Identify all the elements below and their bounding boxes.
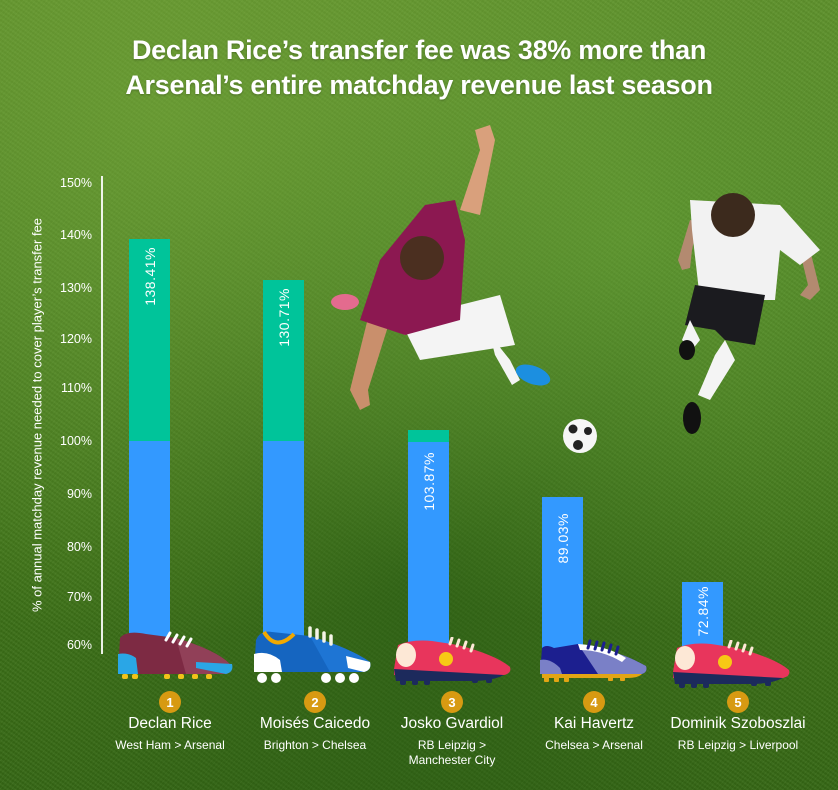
player-transfer: RB Leipzig > Manchester City	[377, 738, 527, 768]
player-transfer: Brighton > Chelsea	[263, 738, 367, 752]
player-transfer: RB Leipzig > Liverpool	[677, 738, 799, 752]
bar-segment-under-100	[129, 441, 170, 659]
boot-icon-red	[394, 637, 511, 685]
bar-kai-havertz: 89.03%	[542, 497, 583, 659]
bar-moises-caicedo: 130.71%	[263, 280, 304, 659]
player-transfer-line-1: RB Leipzig >	[417, 738, 487, 752]
title-line-1: Declan Rice’s transfer fee was 38% more …	[131, 35, 707, 65]
player-transfer: Chelsea > Arsenal	[545, 738, 643, 752]
y-tick: 110%	[60, 381, 92, 395]
boot-icon-blue	[254, 626, 371, 683]
bar-value-label: 103.87%	[420, 452, 437, 511]
rank-badge: 1	[159, 691, 181, 713]
rank-badge: 5	[727, 691, 749, 713]
bar-josko-gvardiol: 103.87%	[408, 430, 449, 659]
player-photo-white-icon	[678, 193, 820, 434]
boot-icon-navy	[540, 639, 647, 682]
bar-segment-under-100	[408, 442, 449, 659]
boot-icon-maroon	[118, 631, 233, 679]
player-transfer: West Ham > Arsenal	[115, 738, 225, 752]
rank-badge: 3	[441, 691, 463, 713]
y-tick: 60%	[66, 638, 92, 652]
bar-value-label: 89.03%	[554, 513, 571, 564]
bar-value-label: 130.71%	[275, 288, 292, 347]
y-axis-line	[101, 176, 103, 654]
player-transfer-line-2: Manchester City	[408, 753, 496, 767]
y-tick: 90%	[66, 487, 92, 501]
y-tick: 80%	[66, 540, 92, 554]
soccer-ball-icon	[563, 419, 597, 453]
y-axis-label: % of annual matchday revenue needed to c…	[29, 217, 45, 613]
player-name: Moisés Caicedo	[259, 715, 371, 732]
bar-segment-under-100	[542, 497, 583, 659]
bar-declan-rice: 138.41%	[129, 239, 170, 659]
chart-title: Declan Rice’s transfer fee was 38% more …	[0, 33, 838, 103]
y-tick: 120%	[60, 332, 92, 346]
player-name: Josko Gvardiol	[400, 715, 504, 732]
title-line-2: Arsenal’s entire matchday revenue last s…	[125, 70, 713, 100]
rank-badge: 2	[304, 691, 326, 713]
bar-segment-under-100	[263, 441, 304, 659]
boot-icon-red	[673, 640, 790, 688]
y-tick: 130%	[60, 281, 92, 295]
y-tick: 140%	[60, 228, 92, 242]
player-photo-maroon-icon	[331, 125, 551, 410]
bar-segment-over-100	[129, 239, 170, 441]
y-tick: 70%	[66, 590, 92, 604]
y-tick: 100%	[60, 434, 92, 448]
bar-segment-over-100	[263, 280, 304, 441]
bar-segment-over-100	[408, 430, 449, 442]
player-name: Declan Rice	[128, 715, 212, 732]
player-name: Kai Havertz	[553, 715, 635, 732]
bar-value-label: 72.84%	[694, 586, 711, 637]
bar-value-label: 138.41%	[141, 247, 158, 306]
y-tick: 150%	[60, 176, 92, 190]
player-name: Dominik Szoboszlai	[670, 715, 806, 732]
rank-badge: 4	[583, 691, 605, 713]
